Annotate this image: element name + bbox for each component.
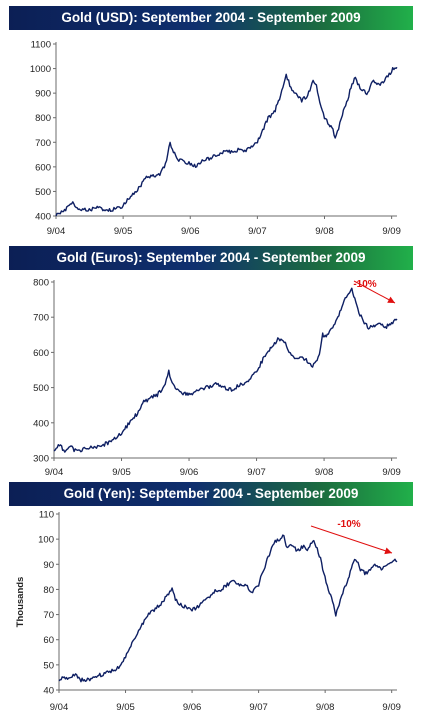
x-tick-label: 9/06 [180, 467, 199, 478]
y-tick-label: 900 [35, 89, 51, 100]
annotation-arrow [353, 280, 396, 304]
y-tick-label: 300 [33, 454, 49, 465]
annotation-label: -10% [353, 279, 376, 290]
series-line [55, 66, 398, 217]
x-tick-label: 9/04 [50, 702, 69, 713]
y-tick-label: 80 [43, 585, 54, 596]
annotation-arrowhead [384, 547, 392, 555]
x-tick-label: 9/05 [114, 226, 133, 237]
y-tick-label: 700 [35, 138, 51, 149]
y-tick-label: 110 [39, 510, 54, 521]
y-tick-label: 90 [43, 560, 54, 571]
x-tick-label: 9/09 [382, 702, 401, 713]
series-line [58, 534, 398, 683]
chart-plot-yen: 40 50 60 70 80 90 100 110 9/04 9/05 9/06 9/07 9/08 9/… [9, 506, 413, 721]
x-tick-label: 9/07 [247, 467, 266, 478]
x-tick-label: 9/06 [183, 702, 202, 713]
x-tick-label: 9/07 [248, 226, 267, 237]
y-tick-label: 800 [35, 113, 51, 124]
x-tick-label: 9/05 [116, 702, 135, 713]
y-tick-label: 500 [33, 383, 49, 394]
chart-svg-usd: 400 500 600 700 800 900 1000 1100 9/04 9/05 9/06 9/… [30, 40, 401, 238]
annotation-label: -10% [337, 519, 360, 530]
y-tick-label: 100 [38, 535, 54, 546]
x-tick-label: 9/08 [315, 226, 334, 237]
series-line [53, 287, 398, 453]
chart-svg-eur: 300 400 500 600 700 800 9/04 9/05 9/06 9/07 9/08 9/… [33, 278, 401, 479]
y-tick-label: 500 [35, 187, 51, 198]
y-tick-label: 600 [33, 348, 49, 359]
chart-title-eur: Gold (Euros): September 2004 - September… [9, 246, 413, 270]
y-tick-label: 800 [33, 278, 49, 289]
x-tick-label: 9/09 [382, 226, 401, 237]
y-tick-label: 1100 [31, 40, 51, 51]
chart-svg-yen: 40 50 60 70 80 90 100 110 9/04 9/05 9/06 9/07 9/08 9/… [15, 510, 401, 714]
x-tick-label: 9/08 [315, 467, 334, 478]
chart-plot-usd: 400 500 600 700 800 900 1000 1100 9/04 9/05 9/06 9/… [9, 30, 413, 238]
chart-title-yen: Gold (Yen): September 2004 - September 2… [9, 482, 413, 506]
x-tick-label: 9/09 [382, 467, 401, 478]
y-axis-label: Thousands [15, 577, 26, 628]
y-tick-label: 1000 [30, 64, 51, 75]
y-tick-label: 400 [35, 212, 51, 223]
annotation-arrow [310, 525, 393, 554]
x-tick-label: 9/04 [47, 226, 66, 237]
y-tick-label: 40 [43, 686, 54, 697]
y-tick-label: 70 [43, 610, 54, 621]
y-tick-label: 700 [33, 313, 49, 324]
y-tick-label: 60 [43, 635, 54, 646]
annotation-arrowhead [387, 296, 395, 303]
y-tick-label: 400 [33, 418, 49, 429]
x-tick-label: 9/08 [316, 702, 335, 713]
x-tick-label: 9/04 [45, 467, 64, 478]
chart-plot-eur: 300 400 500 600 700 800 9/04 9/05 9/06 9/07 9/08 9/… [9, 270, 413, 479]
x-tick-label: 9/06 [181, 226, 200, 237]
x-tick-label: 9/07 [249, 702, 268, 713]
x-tick-label: 9/05 [112, 467, 131, 478]
y-tick-label: 600 [35, 162, 51, 173]
chart-title-usd: Gold (USD): September 2004 - September 2… [9, 6, 413, 30]
y-tick-label: 50 [43, 660, 54, 671]
